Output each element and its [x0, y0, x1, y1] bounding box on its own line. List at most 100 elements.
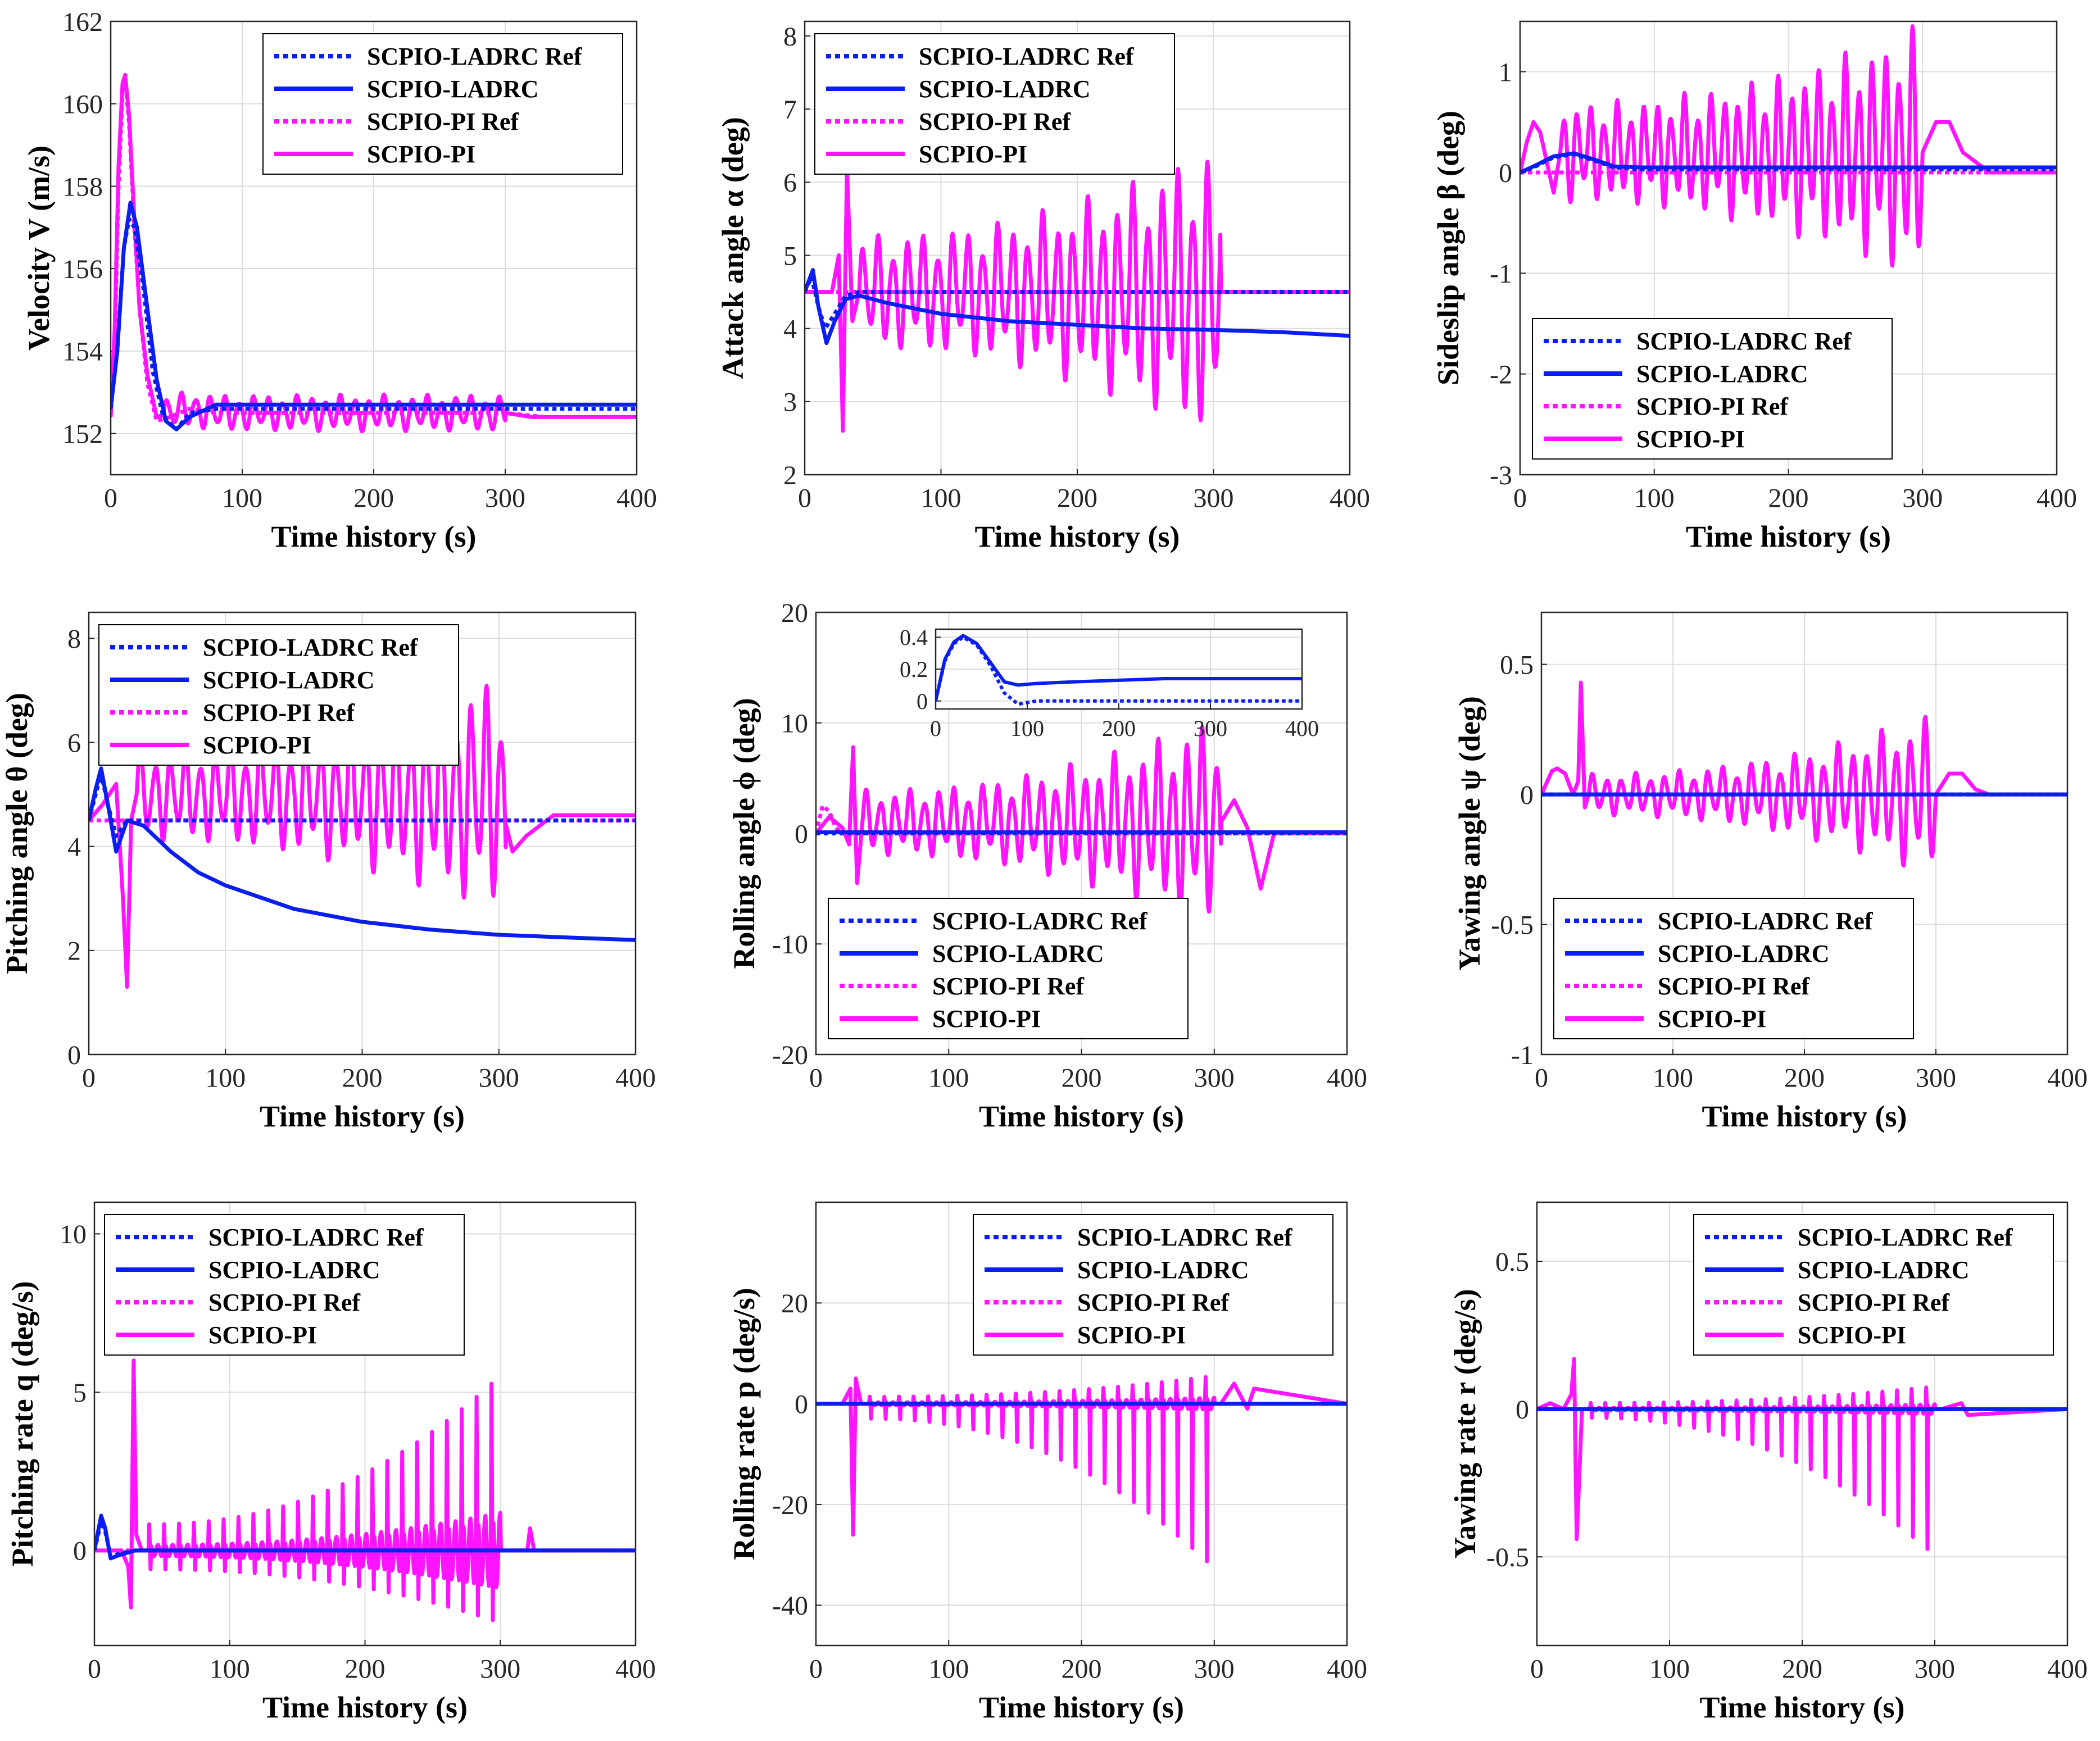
y-tick-label: 3 — [783, 388, 797, 417]
y-tick-label: 6 — [67, 728, 81, 758]
x-tick-label: 0 — [88, 1654, 101, 1684]
axes-box — [815, 1201, 1348, 1647]
y-tick-label: 5 — [73, 1378, 87, 1408]
x-tick-label: 100 — [921, 484, 961, 513]
x-tick-label: 200 — [353, 484, 394, 513]
x-axis-label: Time history (s) — [262, 1690, 468, 1724]
x-tick-label: 200 — [1102, 716, 1136, 741]
y-tick-label: 0 — [1516, 1395, 1529, 1425]
y-tick-label: 6 — [783, 168, 797, 198]
series-line-scpio-ladrc-ref — [1520, 152, 2057, 175]
x-tick-label: 300 — [1915, 1654, 1955, 1684]
axes-box — [88, 611, 637, 1056]
x-tick-label: 300 — [1194, 1654, 1235, 1684]
y-tick-label: 0 — [795, 1389, 808, 1419]
y-tick-label: 152 — [62, 419, 103, 449]
x-tick-label: 300 — [479, 1063, 519, 1093]
panel-pitch_rate: 0 100 200 300 400 0 5 10 Time history (s) Pitchin… — [6, 1201, 656, 1724]
x-tick-label: 300 — [1194, 716, 1227, 741]
axes-box — [1536, 1201, 2069, 1647]
panel-yaw_rate: 0 100 200 300 400 -0.5 0 0.5 Time history (s) Yaw… — [1448, 1201, 2088, 1724]
axes-box — [110, 20, 638, 476]
y-tick-label: 5 — [783, 241, 797, 271]
x-axis-label: Time history (s) — [975, 520, 1180, 553]
legend-entry: SCPIO-LADRC Ref — [1077, 1224, 1293, 1251]
x-tick-label: 400 — [2036, 484, 2077, 513]
y-tick-label: -3 — [1490, 461, 1512, 490]
y-tick-label: 0 — [67, 1040, 81, 1070]
x-tick-label: 300 — [480, 1654, 520, 1684]
panel-roll_rate: 0 100 200 300 400 -40 -20 0 20 Time history (s) Ro… — [727, 1201, 1367, 1724]
y-axis-label: Rolling angle ϕ (deg) — [727, 698, 761, 969]
y-tick-label: -10 — [772, 930, 808, 960]
legend-entry: SCPIO-LADRC Ref — [919, 43, 1135, 70]
y-tick-label: 4 — [783, 314, 797, 344]
series-line-scpio-pi — [89, 684, 636, 989]
x-tick-label: 0 — [1513, 484, 1527, 513]
y-tick-label: 0 — [795, 819, 808, 849]
series-line-scpio-pi-ref — [111, 77, 637, 424]
legend-entry: SCPIO-PI — [932, 1005, 1041, 1033]
legend-entry: SCPIO-PI Ref — [1636, 393, 1789, 420]
legend-entry: SCPIO-LADRC Ref — [932, 907, 1148, 935]
x-tick-label: 400 — [616, 484, 657, 513]
x-tick-label: 0 — [1530, 1654, 1544, 1684]
y-tick-label: 162 — [62, 7, 103, 37]
panel-attack: 0 100 200 300 400 2 3 4 5 6 7 8 Time history (s) Atta… — [716, 20, 1370, 553]
x-axis-label: Time history (s) — [260, 1099, 465, 1133]
legend-entry: SCPIO-PI — [1636, 425, 1745, 453]
legend-entry: SCPIO-LADRC — [208, 1256, 380, 1284]
legend-entry: SCPIO-PI Ref — [203, 699, 355, 726]
x-axis-label: Time history (s) — [1686, 520, 1891, 553]
x-axis-label: Time history (s) — [1702, 1099, 1907, 1133]
y-tick-label: 8 — [67, 624, 81, 654]
legend-entry: SCPIO-LADRC — [932, 940, 1104, 967]
series-line-scpio-ladrc-ref — [111, 217, 637, 431]
y-tick-label: 10 — [781, 709, 808, 739]
x-axis-label: Time history (s) — [271, 520, 477, 553]
y-tick-label: 20 — [781, 1289, 808, 1319]
x-tick-label: 400 — [615, 1654, 656, 1684]
y-tick-label: -40 — [772, 1591, 808, 1621]
series-line-scpio-ladrc — [1520, 151, 2057, 175]
x-tick-label: 300 — [485, 484, 525, 513]
series-line-scpio-ladrc — [89, 766, 636, 942]
x-tick-label: 0 — [930, 716, 941, 741]
y-axis-label: Sideslip angle β (deg) — [1431, 111, 1465, 385]
x-tick-label: 300 — [1194, 484, 1234, 513]
axes-box — [93, 1201, 637, 1647]
x-tick-label: 400 — [2047, 1063, 2088, 1093]
y-tick-label: -20 — [772, 1490, 808, 1520]
x-tick-label: 0 — [1535, 1063, 1548, 1093]
y-tick-label: -0.5 — [1491, 910, 1534, 940]
axes-box — [1540, 611, 2069, 1056]
legend-entry: SCPIO-LADRC — [1077, 1256, 1249, 1284]
legend-entry: SCPIO-LADRC Ref — [1798, 1224, 2013, 1251]
y-tick-label: 156 — [62, 254, 103, 284]
x-tick-label: 100 — [928, 1654, 969, 1684]
legend-entry: SCPIO-LADRC Ref — [1636, 328, 1852, 355]
legend-entry: SCPIO-PI — [203, 731, 311, 759]
legend: SCPIO-LADRC Ref SCPIO-LADRC SCPIO-PI Ref SC… — [1553, 898, 1914, 1039]
y-tick-label: -1 — [1511, 1040, 1534, 1070]
y-axis-label: Yawing rate r (deg/s) — [1448, 1289, 1482, 1558]
x-tick-label: 400 — [615, 1063, 656, 1093]
y-axis-label: Rolling rate p (deg/s) — [727, 1288, 761, 1560]
x-tick-label: 200 — [1062, 1063, 1102, 1093]
y-axis-label: Pitching rate q (deg/s) — [6, 1281, 39, 1566]
legend-entry: SCPIO-LADRC Ref — [208, 1224, 424, 1251]
x-tick-label: 100 — [222, 484, 262, 513]
legend: SCPIO-LADRC Ref SCPIO-LADRC SCPIO-PI Ref SC… — [828, 898, 1189, 1039]
x-tick-label: 100 — [210, 1654, 250, 1684]
legend-entry: SCPIO-PI — [1658, 1005, 1766, 1033]
x-tick-label: 400 — [2047, 1654, 2088, 1684]
legend-entry: SCPIO-LADRC Ref — [1658, 907, 1874, 935]
legend-entry: SCPIO-PI Ref — [367, 108, 519, 135]
y-tick-label: 7 — [783, 95, 797, 125]
legend: SCPIO-LADRC Ref SCPIO-LADRC SCPIO-PI Ref SC… — [262, 33, 623, 175]
y-tick-label: 0 — [1499, 158, 1512, 188]
y-tick-label: 8 — [783, 22, 797, 52]
y-tick-label: 0.4 — [900, 625, 928, 650]
x-tick-label: 400 — [1285, 716, 1319, 741]
